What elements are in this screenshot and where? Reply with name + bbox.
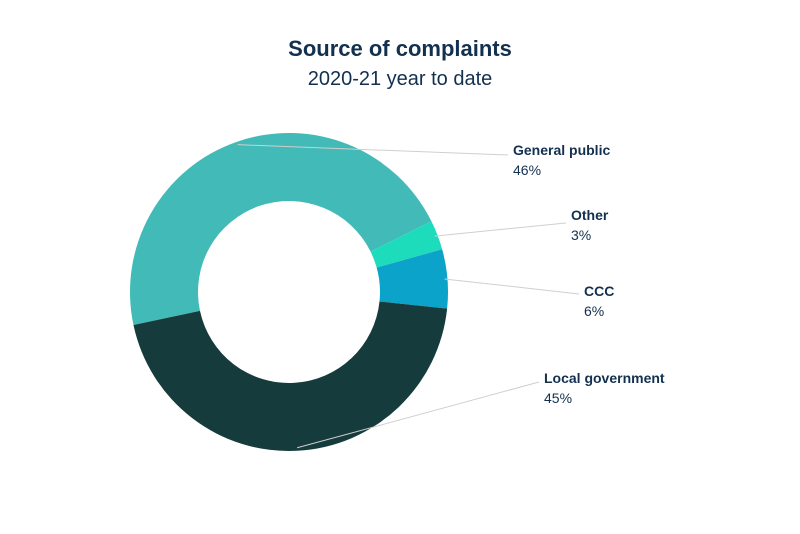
slice-name-local-government: Local government <box>544 370 665 386</box>
chart-subtitle: 2020-21 year to date <box>307 68 493 90</box>
label-ccc: CCC 6% <box>584 281 614 321</box>
leader-line-general-public <box>237 144 509 156</box>
slice-name-ccc: CCC <box>584 283 615 299</box>
leader-line-ccc <box>444 278 580 295</box>
leader-line-local-government <box>297 381 540 449</box>
slice-value-other: 3% <box>571 227 592 243</box>
slice-value-general-public: 46% <box>513 162 542 178</box>
leader-line-other <box>434 222 567 237</box>
label-other: Other 3% <box>571 205 608 245</box>
slice-other <box>370 221 443 268</box>
label-local-government: Local government 45% <box>544 368 665 408</box>
slice-name-other: Other <box>571 207 609 223</box>
slice-ccc <box>376 249 448 309</box>
slice-general-public <box>130 132 432 326</box>
slice-local-government <box>133 301 448 451</box>
slice-value-local-government: 45% <box>544 390 573 406</box>
label-general-public: General public 46% <box>513 140 610 180</box>
chart-title: Source of complaints <box>288 36 512 61</box>
slice-value-ccc: 6% <box>584 303 605 319</box>
slice-name-general-public: General public <box>513 142 611 158</box>
